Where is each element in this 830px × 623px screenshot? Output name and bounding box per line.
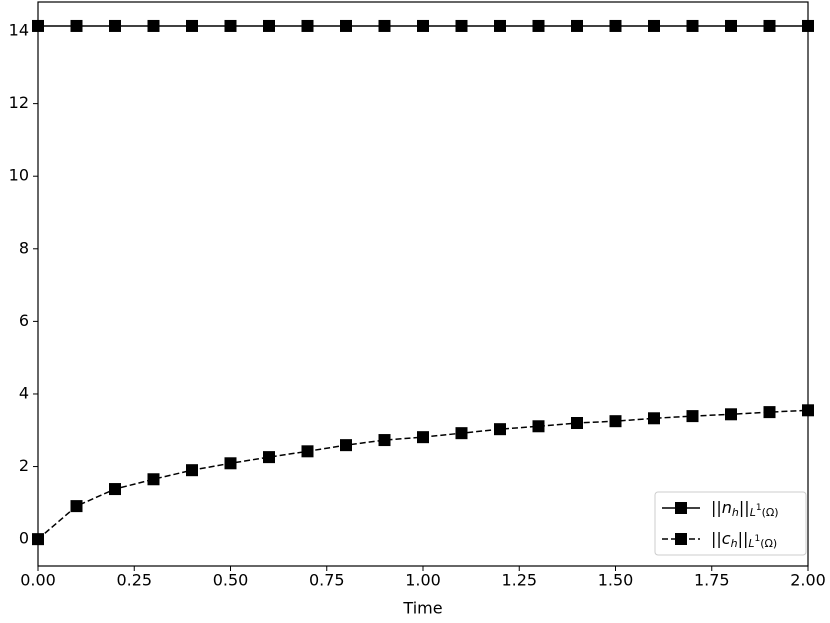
marker [725,408,737,421]
marker [70,19,83,32]
marker [648,412,660,425]
x-axis-label: Time [402,599,442,618]
marker [609,415,622,428]
marker [455,19,468,32]
legend-label: ||nh||L1(Ω)​ [711,498,779,520]
legend-marker [675,533,687,545]
marker [147,473,160,486]
marker [802,19,814,32]
marker [109,483,121,496]
marker [455,427,468,440]
marker [70,500,83,513]
marker [186,464,198,477]
marker [224,19,237,32]
y-tick-label: 10 [9,166,29,185]
x-tick-label: 0.50 [213,571,249,590]
marker [686,410,699,423]
x-tick-label: 1.00 [405,571,441,590]
marker [609,19,622,32]
y-tick-label: 4 [19,383,29,402]
marker [532,420,545,433]
marker [686,19,699,32]
marker [494,423,506,436]
marker [263,19,275,32]
x-tick-label: 1.75 [694,571,730,590]
marker [301,19,314,32]
marker [802,404,814,417]
marker [32,19,44,32]
marker [417,431,429,444]
marker [224,457,237,470]
x-tick-label: 0.00 [20,571,56,590]
marker [32,533,44,546]
y-tick-label: 2 [19,456,29,475]
x-tick-label: 1.50 [598,571,634,590]
y-tick-label: 0 [19,529,29,548]
marker [725,19,737,32]
marker [571,19,583,32]
marker [571,417,583,430]
marker [147,19,160,32]
marker [340,439,352,452]
x-tick-label: 2.00 [790,571,826,590]
legend-marker [675,502,687,514]
x-tick-label: 1.25 [501,571,537,590]
marker [378,434,391,447]
marker [186,19,198,32]
marker [378,19,391,32]
marker [109,19,121,32]
y-tick-label: 14 [9,21,29,40]
y-tick-label: 8 [19,238,29,257]
marker [417,19,429,32]
x-tick-label: 0.25 [116,571,152,590]
legend-label: ||ch||L1(Ω)​ [711,529,777,551]
marker [301,445,314,458]
marker [340,19,352,32]
marker [648,19,660,32]
marker [494,19,506,32]
y-tick-label: 6 [19,311,29,330]
marker [763,19,776,32]
x-tick-label: 0.75 [309,571,345,590]
marker [263,451,275,464]
marker [763,406,776,419]
y-tick-label: 12 [9,93,29,112]
marker [532,19,545,32]
